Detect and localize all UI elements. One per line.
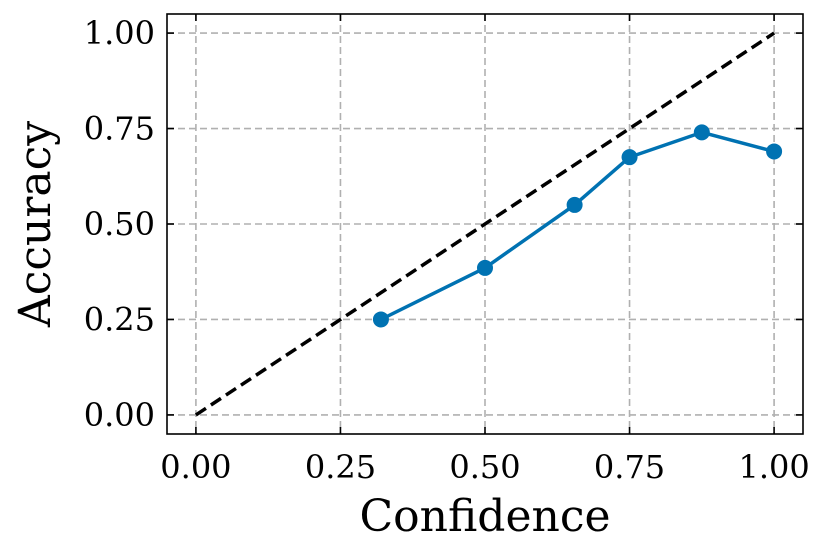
- data-point: [693, 124, 710, 141]
- data-point: [477, 259, 493, 276]
- ticks: 0.00 0.25 0.50 0.75 1.00 0.00 0.25 0.50 0.75 1.00: [84, 14, 810, 486]
- y-tick-label: 1.00: [84, 14, 155, 52]
- x-tick-label: 0.75: [594, 448, 665, 486]
- series-layer: [372, 124, 783, 328]
- x-axis-label: Confidence: [359, 491, 610, 542]
- perfect-calibration-line: [194, 31, 776, 417]
- y-tick-label: 0.00: [84, 396, 155, 434]
- x-tick-label: 0.25: [305, 448, 376, 486]
- data-point: [621, 149, 638, 166]
- data-point: [766, 143, 783, 160]
- y-axis-label: Accuracy: [10, 121, 61, 328]
- data-point: [566, 196, 583, 213]
- y-tick-label: 0.50: [84, 205, 155, 243]
- x-tick-label: 1.00: [738, 448, 809, 486]
- grid: [167, 14, 803, 434]
- reference-diagonal-layer: [194, 31, 776, 417]
- series-line: [380, 130, 775, 322]
- y-tick-label: 0.25: [84, 300, 155, 338]
- x-tick-label: 0.50: [449, 448, 520, 486]
- data-point: [372, 311, 389, 328]
- x-tick-label: 0.00: [160, 448, 231, 486]
- y-tick-label: 0.75: [84, 110, 155, 148]
